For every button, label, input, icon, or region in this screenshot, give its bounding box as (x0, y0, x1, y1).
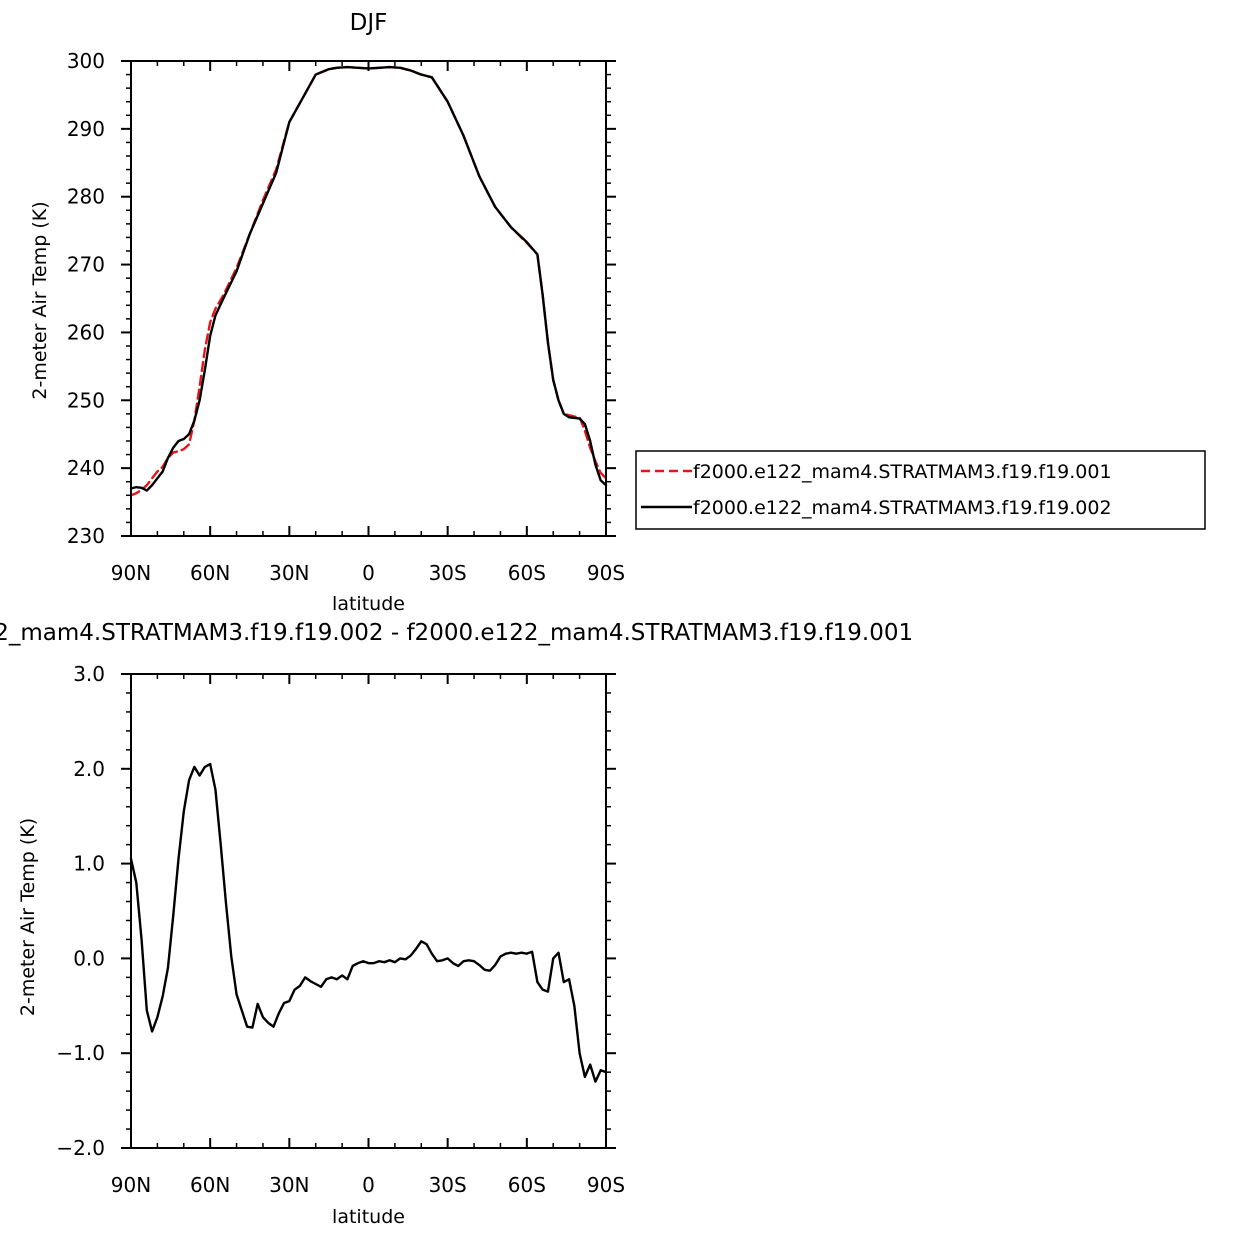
x-tick-label-0-1: 60N (190, 561, 230, 585)
temperature-x-axis-label: latitude (332, 593, 405, 615)
y-tick-label-0-0: 230 (67, 524, 105, 548)
x-tick-label-1-0: 90N (111, 1173, 151, 1197)
x-tick-label-1-5: 60S (508, 1173, 546, 1197)
difference-ticks-layer: 90N 60N 30N 0 30S 60S 90S −2.0 −1.0 0.0 1.0 2.0 3.0 (56, 662, 625, 1197)
y-tick-label-0-3: 260 (67, 320, 105, 344)
series-line-0-1 (129, 65, 608, 492)
y-tick-label-0-2: 250 (67, 388, 105, 412)
x-tick-label-0-0: 90N (111, 561, 151, 585)
x-tick-label-0-3: 0 (362, 561, 375, 585)
x-tick-label-1-1: 60N (190, 1173, 230, 1197)
temperature-chart-title: DJF (350, 10, 388, 36)
x-tick-label-0-5: 60S (508, 561, 546, 585)
y-tick-label-1-0: −2.0 (56, 1136, 105, 1160)
legend-label-run-002: f2000.e122_mam4.STRATMAM3.f19.f19.002 (693, 497, 1112, 519)
legend-box (635, 450, 1206, 530)
temperature-series-layer (129, 65, 608, 497)
y-tick-label-0-7: 300 (67, 49, 105, 73)
y-tick-label-1-1: −1.0 (56, 1041, 105, 1065)
x-tick-label-0-6: 90S (587, 561, 625, 585)
y-tick-label-0-6: 290 (67, 117, 105, 141)
y-tick-label-1-5: 3.0 (73, 662, 105, 686)
x-tick-label-0-4: 30S (429, 561, 467, 585)
x-tick-label-1-4: 30S (429, 1173, 467, 1197)
temperature-y-axis-label: 2-meter Air Temp (K) (29, 201, 51, 399)
temperature-legend: f2000.e122_mam4.STRATMAM3.f19.f19.001 f2… (635, 450, 1206, 530)
y-tick-label-0-4: 270 (67, 253, 105, 277)
y-tick-label-1-4: 2.0 (73, 757, 105, 781)
difference-series-layer (129, 762, 608, 1083)
x-tick-label-1-2: 30N (269, 1173, 309, 1197)
series-line-1-0 (129, 762, 608, 1083)
y-tick-label-0-5: 280 (67, 185, 105, 209)
y-tick-label-1-3: 1.0 (73, 852, 105, 876)
legend-label-run-001: f2000.e122_mam4.STRATMAM3.f19.f19.001 (693, 461, 1112, 483)
difference-chart-title: f2000.e122_mam4.STRATMAM3.f19.f19.002 - … (0, 620, 913, 646)
difference-x-axis-label: latitude (332, 1206, 405, 1228)
y-tick-label-0-1: 240 (67, 456, 105, 480)
temperature-panel: 90N 60N 30N 0 30S 60S 90S 230 240 250 260 270 280 290… (29, 10, 625, 615)
x-tick-label-1-6: 90S (587, 1173, 625, 1197)
difference-panel: 90N 60N 30N 0 30S 60S 90S−2.0−1.00.01.02.03.0 … (0, 620, 913, 1228)
difference-y-axis-label: 2-meter Air Temp (K) (17, 818, 39, 1016)
x-tick-label-0-2: 30N (269, 561, 309, 585)
temperature-ticks-layer: 90N 60N 30N 0 30S 60S 90S 230 240 250 260 270 280 290… (67, 49, 625, 585)
x-tick-label-1-3: 0 (362, 1173, 375, 1197)
y-tick-label-1-2: 0.0 (73, 946, 105, 970)
